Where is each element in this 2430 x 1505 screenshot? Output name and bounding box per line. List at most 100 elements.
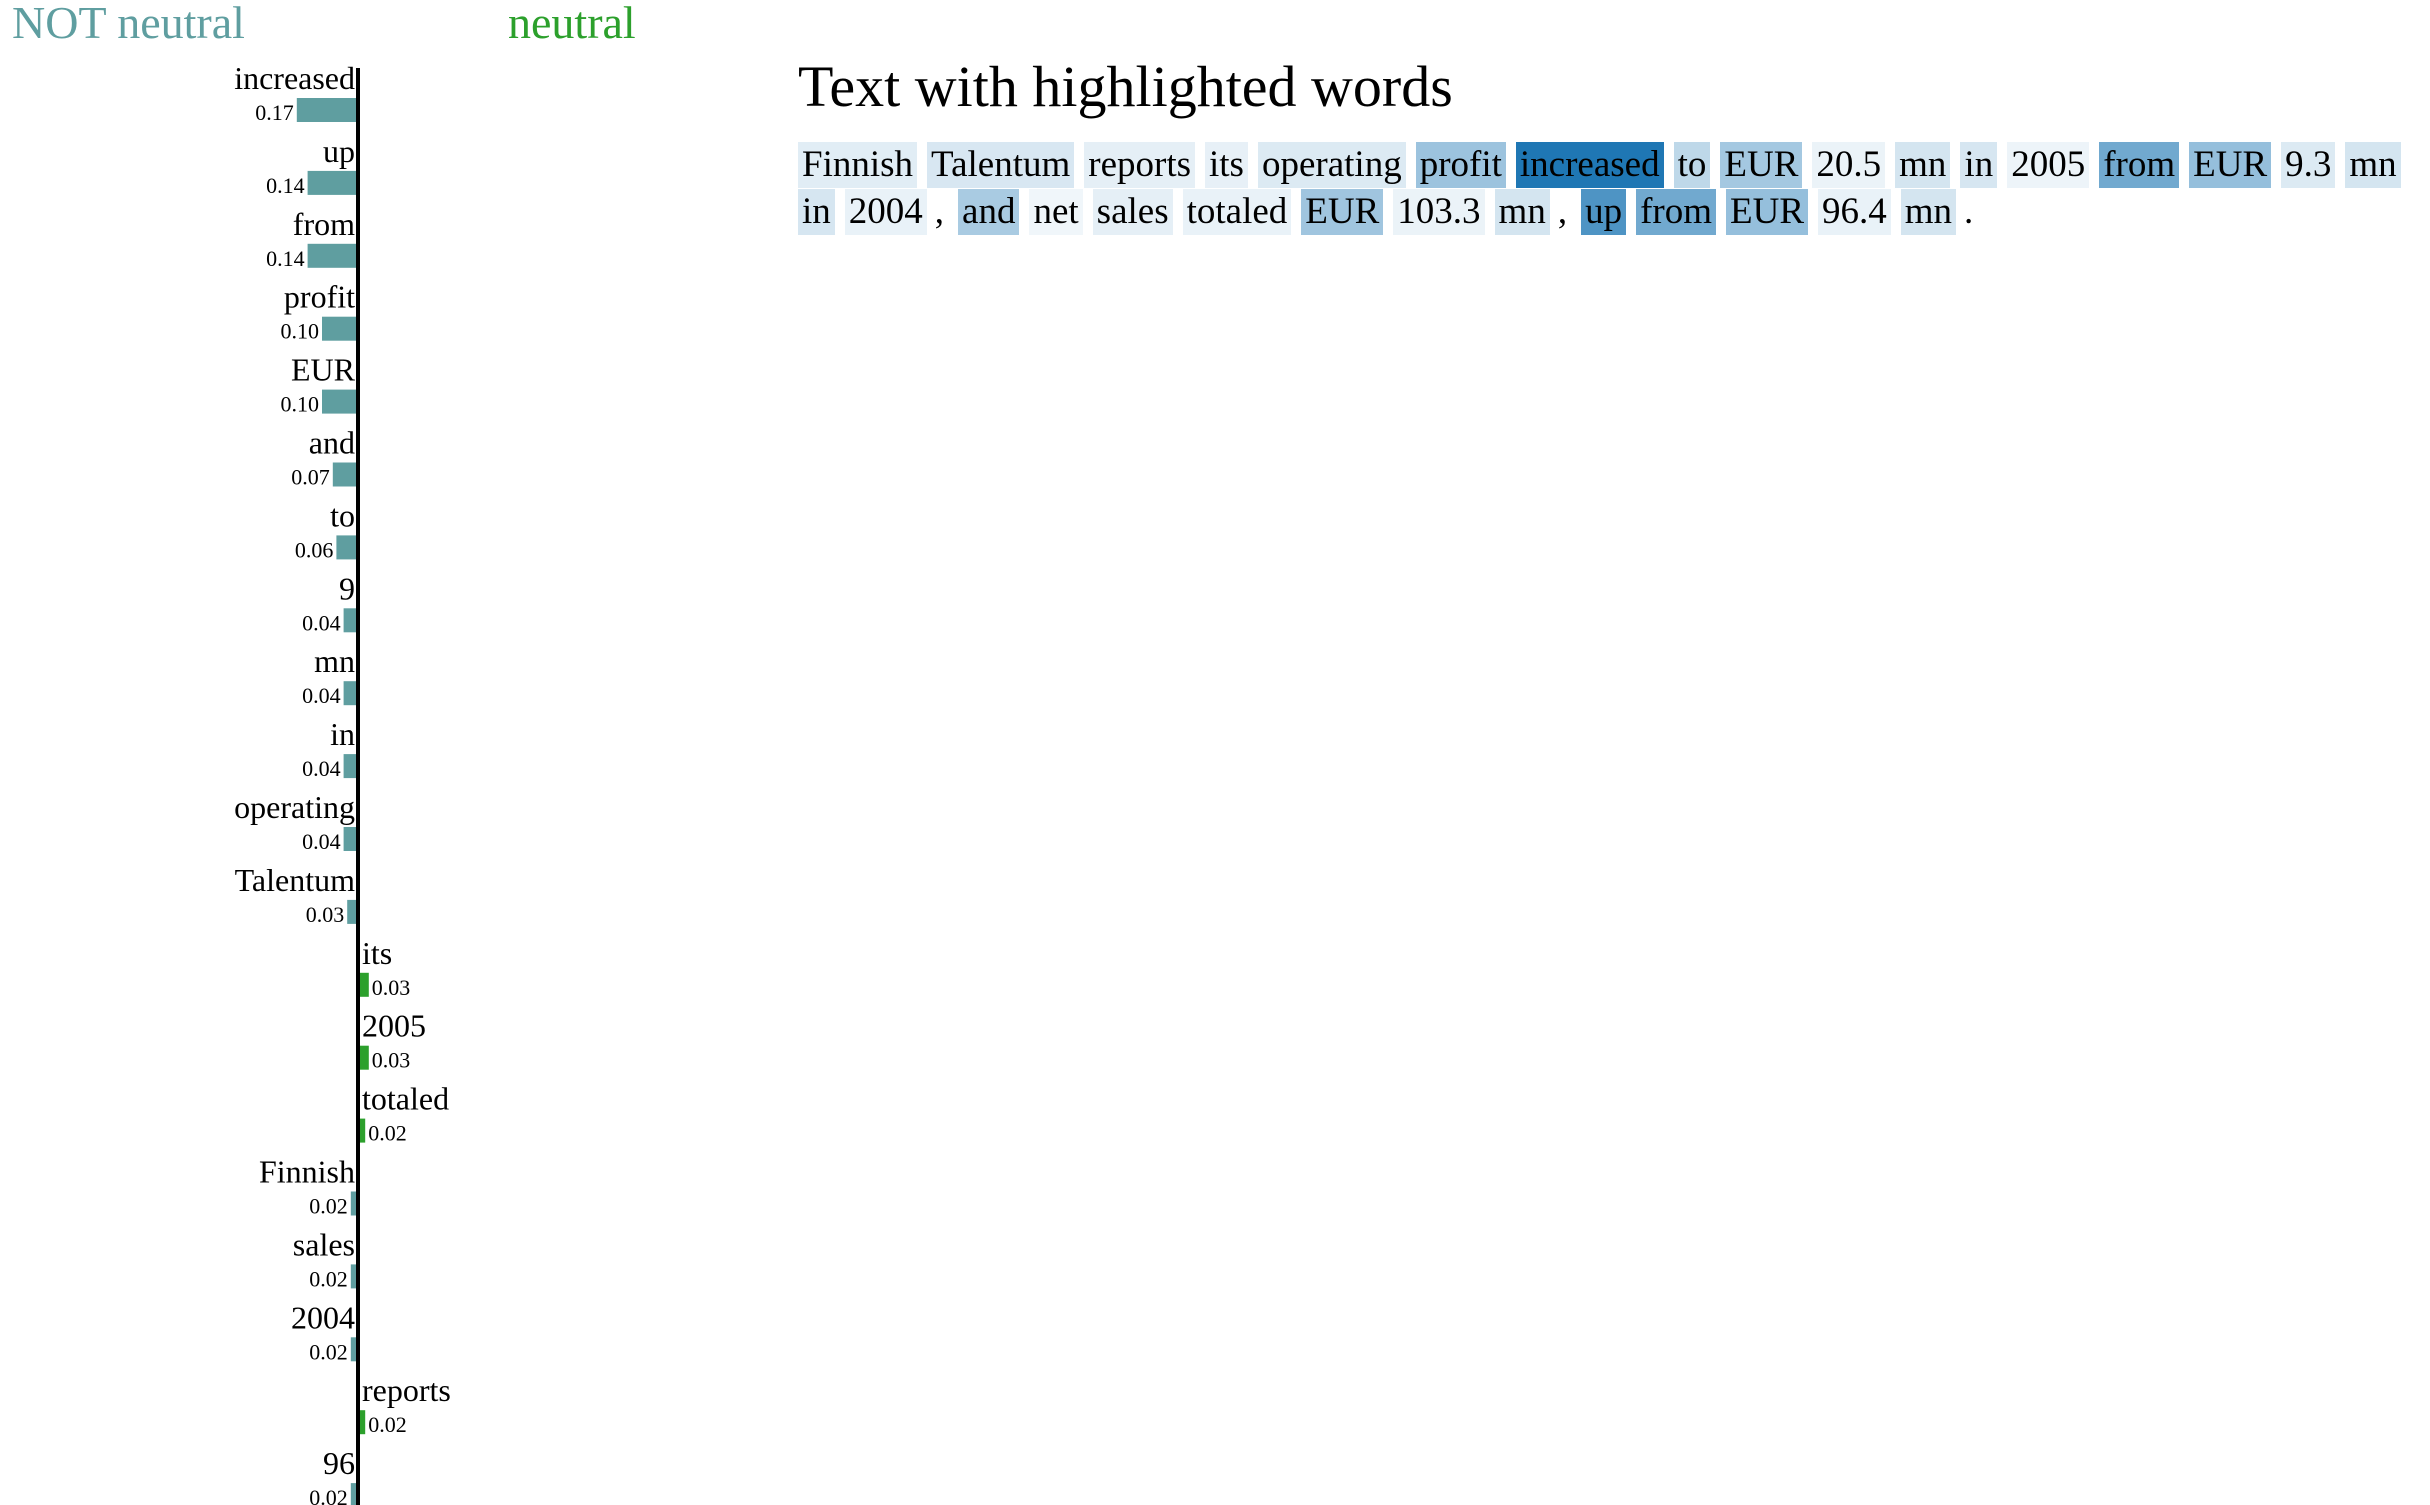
token-30: from (1636, 189, 1717, 235)
bar-totaled (358, 1118, 366, 1143)
word-label-9: 9 (339, 570, 355, 606)
word-label-sales: sales (293, 1226, 355, 1262)
value-label-in: 0.04 (302, 756, 341, 781)
token-19: 2004 (844, 189, 927, 235)
bar-2005 (358, 1045, 369, 1070)
highlighted-text-panel: Text with highlighted words Finnish Talen… (798, 52, 2426, 236)
token-33: mn (1900, 189, 1957, 235)
value-label-9: 0.04 (302, 610, 341, 635)
word-label-totaled: totaled (362, 1081, 449, 1117)
token-15: EUR (2189, 142, 2272, 188)
word-label-from: from (293, 206, 355, 242)
legend-not-neutral: NOT neutral (12, 0, 245, 48)
bar-and (332, 462, 358, 487)
bar-in (343, 754, 358, 779)
word-label-Talentum: Talentum (235, 862, 356, 898)
token-14: from (2099, 142, 2180, 188)
token-3: reports (1084, 142, 1195, 188)
bar-its (358, 972, 369, 997)
bar-9 (343, 608, 358, 633)
bar-profit (322, 316, 358, 341)
word-importance-chart: increased 0.17 up 0.14 from 0.14 profit 0.10 EUR… (0, 0, 760, 1505)
word-label-operating: operating (234, 789, 355, 825)
bar-operating (343, 827, 358, 851)
bar-Finnish (350, 1191, 358, 1216)
token-28: , (1557, 191, 1568, 232)
bar-reports (358, 1410, 366, 1435)
chart-svg: increased 0.17 up 0.14 from 0.14 profit 0.10 EUR… (234, 60, 451, 1505)
value-label-increased: 0.17 (255, 100, 294, 125)
token-18: in (798, 189, 835, 235)
token-1: Finnish (798, 142, 918, 188)
token-11: mn (1895, 142, 1951, 188)
word-label-to: to (330, 497, 355, 533)
value-label-Finnish: 0.02 (309, 1194, 348, 1219)
token-13: 2005 (2007, 142, 2090, 188)
bar-96 (350, 1483, 358, 1505)
bar-increased (296, 98, 358, 122)
token-23: sales (1092, 189, 1173, 235)
token-16: 9.3 (2281, 142, 2336, 188)
value-label-totaled: 0.02 (368, 1121, 407, 1146)
value-label-mn: 0.04 (302, 683, 341, 708)
word-label-96: 96 (323, 1445, 355, 1481)
token-32: 96.4 (1818, 189, 1891, 235)
token-6: profit (1415, 142, 1506, 188)
token-5: operating (1257, 142, 1406, 188)
word-label-mn: mn (314, 643, 355, 679)
bar-sales (350, 1264, 358, 1289)
word-label-up: up (323, 133, 355, 169)
value-label-sales: 0.02 (309, 1266, 348, 1291)
token-17: mn (2345, 142, 2401, 188)
highlighted-text: Finnish Talentum reports its operating profit… (798, 142, 2426, 236)
token-24: totaled (1182, 189, 1292, 235)
token-2: Talentum (927, 142, 1075, 188)
value-label-and: 0.07 (291, 465, 330, 490)
value-label-reports: 0.02 (368, 1412, 407, 1437)
value-label-to: 0.06 (295, 537, 334, 562)
word-label-2004: 2004 (291, 1299, 355, 1335)
word-label-EUR: EUR (291, 352, 356, 388)
word-label-reports: reports (362, 1372, 451, 1408)
value-label-profit: 0.10 (281, 319, 320, 344)
token-21: and (958, 189, 1020, 235)
token-26: 103.3 (1393, 189, 1485, 235)
token-9: EUR (1720, 142, 1803, 188)
bar-Talentum (347, 899, 358, 924)
word-label-profit: profit (284, 279, 355, 315)
token-8: to (1673, 142, 1711, 188)
bar-to (336, 535, 358, 560)
value-label-2005: 0.03 (372, 1048, 411, 1073)
bar-EUR (322, 389, 358, 414)
token-4: its (1205, 142, 1248, 188)
word-label-increased: increased (234, 60, 355, 96)
bar-2004 (350, 1337, 358, 1362)
bar-up (307, 170, 358, 195)
token-25: EUR (1301, 189, 1384, 235)
word-label-its: its (362, 935, 392, 971)
token-12: in (1960, 142, 1998, 188)
word-label-and: and (309, 425, 355, 461)
token-20: , (934, 191, 945, 232)
word-label-in: in (330, 716, 355, 752)
value-label-2004: 0.02 (309, 1339, 348, 1364)
value-label-its: 0.03 (372, 975, 411, 1000)
word-label-2005: 2005 (362, 1008, 426, 1044)
value-label-EUR: 0.10 (281, 392, 320, 417)
token-27: mn (1494, 189, 1550, 235)
token-31: EUR (1726, 189, 1809, 235)
value-label-Talentum: 0.03 (306, 902, 345, 927)
token-34: . (1964, 191, 1974, 232)
value-label-from: 0.14 (266, 246, 305, 271)
value-label-96: 0.02 (309, 1485, 348, 1505)
token-7: increased (1515, 142, 1664, 188)
token-22: net (1029, 189, 1083, 235)
word-label-Finnish: Finnish (259, 1154, 355, 1190)
value-label-operating: 0.04 (302, 829, 341, 854)
token-10: 20.5 (1812, 142, 1886, 188)
value-label-up: 0.14 (266, 173, 305, 198)
text-panel-title: Text with highlighted words (798, 54, 1453, 119)
token-29: up (1581, 189, 1627, 235)
bar-from (307, 243, 358, 268)
bar-mn (343, 681, 358, 706)
